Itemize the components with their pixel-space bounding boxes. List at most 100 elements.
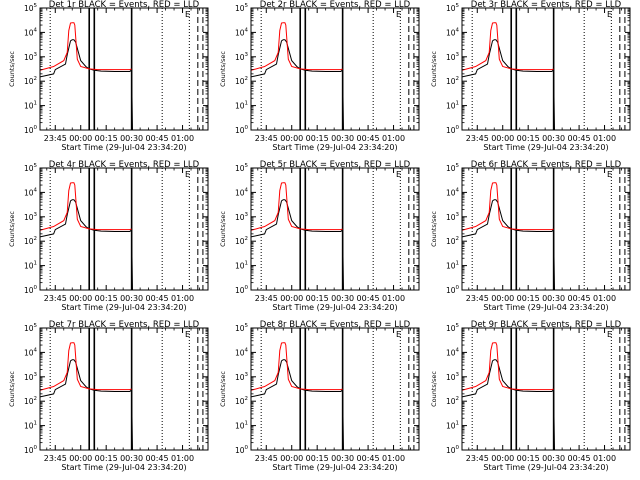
y-tick-label: 103 [24, 372, 38, 382]
x-tick-label: 00:00 [69, 294, 92, 303]
series-lld [462, 342, 554, 391]
x-tick-label: 00:30 [331, 134, 354, 143]
panel-8: Det 8r BLACK = Events, RED = LLD Counts/s… [219, 320, 420, 472]
x-tick-label: 00:00 [280, 134, 303, 143]
x-tick-label: 00:00 [491, 134, 514, 143]
y-tick-label: 104 [24, 187, 38, 197]
y-tick-label: 104 [235, 27, 249, 37]
panel-6: Det 6r BLACK = Events, RED = LLD Counts/s… [430, 160, 631, 312]
panel-2: Det 2r BLACK = Events, RED = LLD Counts/s… [219, 0, 420, 152]
y-tick-label: 101 [235, 261, 248, 271]
x-tick-label: 00:30 [542, 454, 565, 463]
x-tick-label: 00:15 [517, 134, 540, 143]
y-tick-label: 101 [235, 101, 248, 111]
y-axis-label: Counts/sec [8, 371, 16, 407]
panel-1: Det 1r BLACK = Events, RED = LLD Counts/s… [8, 0, 209, 152]
plot-frame [461, 327, 631, 451]
plot-frame [461, 7, 631, 131]
plot-area [462, 168, 626, 290]
x-tick-label: 00:15 [95, 294, 118, 303]
plot-area [251, 168, 415, 290]
series-events [462, 39, 555, 130]
y-tick-label: 105 [446, 3, 460, 13]
y-tick-label: 102 [446, 396, 459, 406]
y-tick-label: 104 [24, 27, 38, 37]
y-tick-label: 100 [235, 285, 249, 295]
x-tick-label: 23:45 [44, 134, 67, 143]
x-tick-label: 01:00 [171, 454, 194, 463]
x-tick-label: 00:45 [568, 454, 591, 463]
x-tick-label: 01:00 [382, 134, 405, 143]
panel-7: Det 7r BLACK = Events, RED = LLD Counts/s… [8, 320, 209, 472]
legend-marker: E [185, 330, 190, 339]
panel-title: Det 4r BLACK = Events, RED = LLD [49, 160, 200, 170]
plot-frame [39, 167, 209, 291]
x-tick-label: 00:30 [331, 294, 354, 303]
y-tick-label: 101 [24, 421, 37, 431]
legend-marker: E [607, 10, 612, 19]
y-axis-label: Counts/sec [219, 371, 227, 407]
x-tick-label: 00:45 [357, 134, 380, 143]
y-tick-label: 105 [446, 323, 460, 333]
x-axis-label: Start Time (29-Jul-04 23:34:20) [61, 143, 186, 152]
x-tick-label: 00:30 [542, 134, 565, 143]
x-tick-label: 00:00 [280, 454, 303, 463]
y-tick-label: 102 [24, 76, 37, 86]
y-tick-label: 103 [446, 372, 460, 382]
y-axis-label: Counts/sec [430, 211, 438, 247]
series-lld [40, 342, 132, 391]
series-events [40, 39, 133, 130]
x-tick-label: 01:00 [382, 454, 405, 463]
x-tick-label: 23:45 [44, 454, 67, 463]
series-events [40, 359, 133, 450]
series-events [40, 199, 133, 290]
series-events [462, 199, 555, 290]
series-lld [251, 342, 343, 391]
x-tick-label: 00:30 [542, 294, 565, 303]
plot-area [462, 8, 626, 130]
x-tick-label: 23:45 [44, 294, 67, 303]
y-tick-label: 101 [446, 261, 459, 271]
x-tick-label: 00:00 [491, 294, 514, 303]
x-tick-label: 00:15 [306, 454, 329, 463]
y-tick-label: 104 [235, 187, 249, 197]
x-tick-label: 01:00 [593, 134, 616, 143]
x-tick-label: 00:30 [120, 454, 143, 463]
y-tick-label: 100 [446, 445, 460, 455]
y-tick-label: 103 [235, 212, 249, 222]
y-axis-label: Counts/sec [219, 51, 227, 87]
y-tick-label: 103 [24, 52, 38, 62]
y-tick-label: 101 [446, 101, 459, 111]
x-tick-label: 00:15 [306, 134, 329, 143]
x-tick-label: 23:45 [255, 134, 278, 143]
y-tick-label: 102 [24, 396, 37, 406]
y-tick-label: 100 [24, 445, 38, 455]
y-tick-label: 101 [24, 101, 37, 111]
series-lld [251, 182, 343, 231]
x-tick-label: 00:00 [69, 134, 92, 143]
y-tick-label: 104 [235, 347, 249, 357]
legend-marker: E [185, 10, 190, 19]
x-axis-label: Start Time (29-Jul-04 23:34:20) [483, 463, 608, 472]
panel-title: Det 5r BLACK = Events, RED = LLD [260, 160, 411, 170]
panel-4: Det 4r BLACK = Events, RED = LLD Counts/s… [8, 160, 209, 312]
y-tick-label: 103 [446, 52, 460, 62]
x-tick-label: 00:45 [568, 134, 591, 143]
y-tick-label: 105 [235, 3, 249, 13]
y-tick-label: 105 [24, 163, 38, 173]
series-lld [462, 22, 554, 71]
y-tick-label: 100 [446, 285, 460, 295]
y-axis-label: Counts/sec [8, 51, 16, 87]
panel-title: Det 3r BLACK = Events, RED = LLD [471, 0, 622, 10]
x-tick-label: 00:45 [568, 294, 591, 303]
x-tick-label: 00:45 [146, 294, 169, 303]
x-axis-label: Start Time (29-Jul-04 23:34:20) [483, 303, 608, 312]
x-tick-label: 23:45 [466, 294, 489, 303]
x-axis-label: Start Time (29-Jul-04 23:34:20) [61, 303, 186, 312]
series-lld [251, 22, 343, 71]
plot-area [251, 8, 415, 130]
x-tick-label: 00:30 [120, 294, 143, 303]
y-tick-label: 105 [24, 3, 38, 13]
y-tick-label: 102 [446, 236, 459, 246]
